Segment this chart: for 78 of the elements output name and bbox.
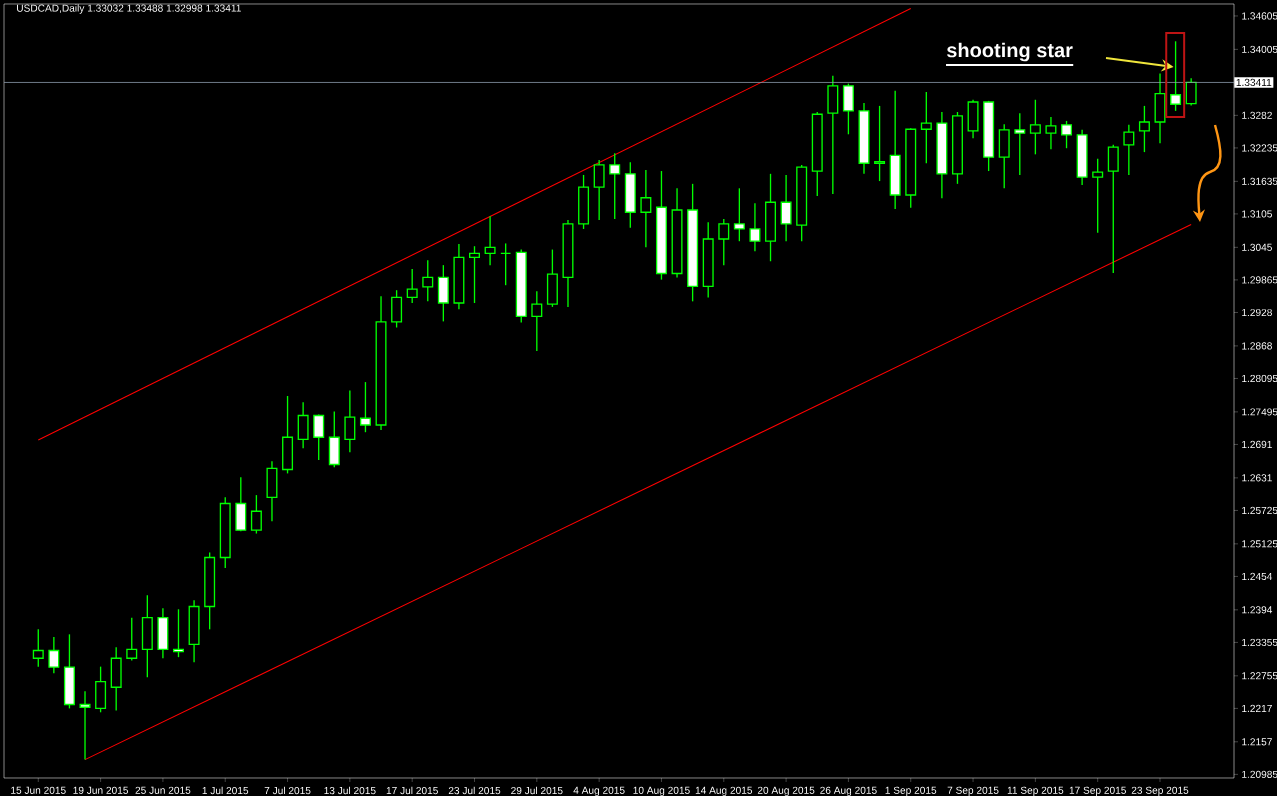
candlestick (1185, 77, 1197, 107)
candlestick (359, 381, 371, 433)
y-tick-label: 1.29865 (1242, 276, 1277, 284)
y-tick-label: 1.25725 (1242, 506, 1277, 515)
y-tick-label: 1.2394 (1242, 606, 1273, 614)
y-tick-label: 1.31635 (1242, 177, 1277, 185)
candlestick (422, 259, 434, 303)
y-tick-label: 1.3105 (1242, 210, 1272, 218)
candlestick (749, 202, 761, 252)
y-tick-label: 1.23355 (1242, 638, 1277, 646)
x-tick-label: 1 Sep 2015 (885, 786, 937, 796)
x-tick-label: 10 Aug 2015 (633, 786, 690, 796)
candlestick (1045, 116, 1057, 150)
candlestick (920, 91, 932, 164)
x-tick-label: 23 Jul 2015 (448, 786, 501, 795)
x-tick-label: 7 Sep 2015 (947, 786, 999, 796)
y-tick-label: 1.2868 (1242, 342, 1272, 350)
candlestick (500, 242, 512, 286)
candlestick (250, 494, 262, 535)
y-tick-label: 1.32235 (1242, 144, 1277, 152)
x-tick-label: 7 Jul 2015 (264, 786, 311, 795)
y-tick-label: 1.3282 (1242, 111, 1272, 119)
candlestick (1123, 124, 1135, 176)
candlestick (126, 616, 138, 662)
x-tick-label: 19 Jun 2015 (73, 786, 129, 794)
candlestick (1092, 158, 1104, 234)
y-tick-label: 1.2631 (1242, 474, 1272, 482)
candlestick (32, 628, 44, 668)
y-tick-label: 1.27495 (1242, 408, 1277, 416)
y-tick-label: 1.2454 (1242, 572, 1273, 581)
y-tick-label: 1.28095 (1242, 374, 1277, 383)
x-tick-label: 29 Jul 2015 (511, 786, 563, 795)
x-tick-label: 13 Jul 2015 (324, 786, 376, 795)
y-tick-label: 1.34605 (1242, 12, 1277, 20)
candlestick (344, 389, 356, 453)
candlestick (406, 268, 418, 304)
candlestick (1014, 112, 1026, 176)
y-tick-label: 1.22755 (1242, 672, 1277, 680)
y-tick-label: 1.3045 (1242, 243, 1272, 251)
candlestick (297, 401, 309, 450)
candlestick (1029, 99, 1041, 156)
ref-line-label: 1.33411 (1236, 78, 1272, 87)
candlestick (531, 290, 543, 352)
x-tick-label: 26 Aug 2015 (820, 786, 877, 796)
candlestick (874, 105, 886, 182)
y-tick-label: 1.25125 (1242, 540, 1277, 548)
candlestick (79, 690, 91, 761)
candlestick (469, 245, 480, 304)
x-tick-label: 1 Jul 2015 (202, 786, 249, 795)
candlestick (609, 152, 621, 220)
candlestick (313, 413, 325, 461)
candlestick (48, 636, 60, 674)
x-tick-label: 15 Jun 2015 (11, 786, 66, 794)
chart-title: USDCAD,Daily 1.33032 1.33488 1.32998 1.33411 (17, 4, 241, 14)
y-tick-label: 1.2691 (1242, 440, 1272, 449)
candlestick (1061, 120, 1073, 149)
candlestick (1138, 105, 1150, 153)
x-tick-label: 4 Aug 2015 (573, 786, 625, 796)
candlestick (718, 218, 730, 266)
y-tick-label: 1.2157 (1242, 738, 1272, 746)
x-tick-label: 23 Sep 2015 (1131, 786, 1189, 796)
x-tick-label: 17 Sep 2015 (1069, 786, 1126, 796)
x-tick-label: 14 Aug 2015 (695, 786, 753, 796)
x-tick-label: 17 Jul 2015 (386, 786, 438, 795)
x-tick-label: 11 Sep 2015 (1007, 786, 1064, 796)
candlestick (484, 215, 496, 266)
candlestick (780, 174, 792, 242)
annotation: shooting star (946, 42, 1073, 62)
y-tick-label: 1.2928 (1242, 308, 1272, 317)
candlestick (593, 159, 605, 221)
candlestick (640, 169, 652, 248)
x-tick-label: 20 Aug 2015 (757, 786, 815, 796)
candlestick (1107, 144, 1119, 274)
y-tick-label: 1.34005 (1242, 45, 1277, 53)
x-tick-label: 25 Jun 2015 (135, 786, 191, 794)
candlestick (733, 187, 745, 242)
y-tick-label: 1.20985 (1242, 770, 1277, 778)
y-tick-label: 1.2217 (1242, 704, 1272, 712)
